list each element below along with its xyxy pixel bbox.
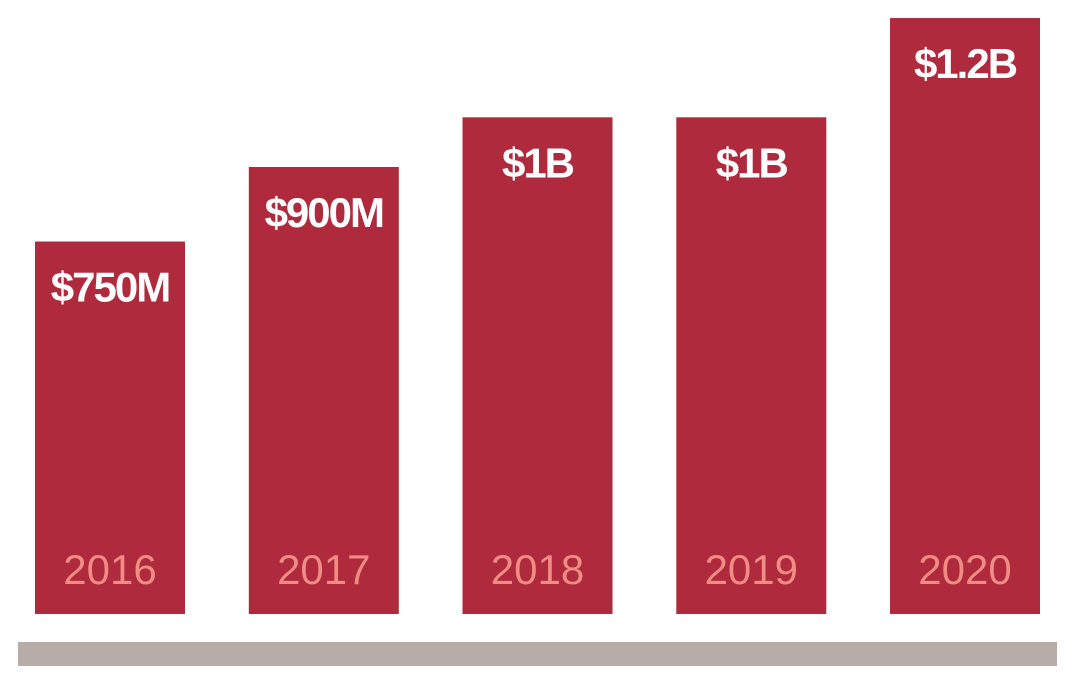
category-label-2016: 2016 bbox=[63, 546, 156, 593]
category-label-2019: 2019 bbox=[705, 546, 798, 593]
category-label-2017: 2017 bbox=[277, 546, 370, 593]
category-label-2020: 2020 bbox=[918, 546, 1011, 593]
bar-2017 bbox=[248, 167, 399, 614]
category-label-2018: 2018 bbox=[491, 546, 584, 593]
data-label-2016: $750M bbox=[51, 264, 169, 311]
bar-2020 bbox=[890, 18, 1040, 614]
data-label-2018: $1B bbox=[502, 139, 574, 186]
bar-2016 bbox=[35, 241, 185, 614]
bar-2018 bbox=[462, 117, 613, 615]
bars-layer bbox=[35, 18, 1040, 615]
data-label-2020: $1.2B bbox=[914, 40, 1017, 87]
baseline-bar bbox=[18, 642, 1057, 666]
bar-2019 bbox=[676, 117, 827, 615]
data-label-2019: $1B bbox=[716, 139, 788, 186]
data-label-2017: $900M bbox=[265, 189, 383, 236]
labels-layer: $750M 2016 $900M 2017 $1B 2018 $1B 2019 $1.2B 202… bbox=[51, 40, 1019, 593]
